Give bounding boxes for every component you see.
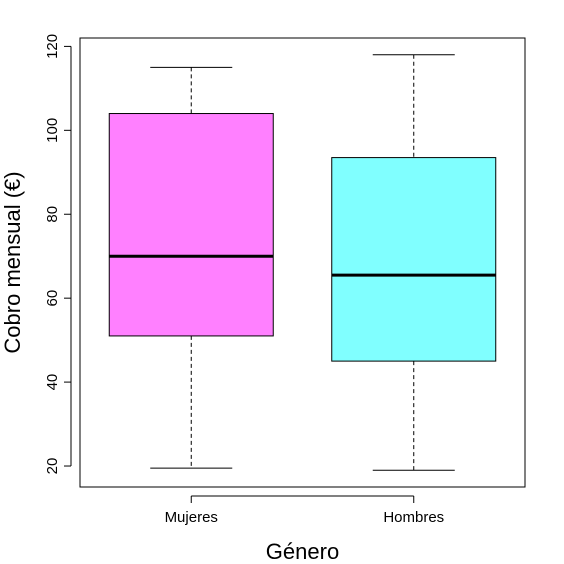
y-tick-label: 80	[44, 206, 61, 223]
x-axis-title: Género	[266, 539, 339, 564]
y-tick-label: 60	[44, 290, 61, 307]
box-mujeres	[108, 66, 274, 469]
iqr-box	[108, 113, 274, 337]
y-axis-title: Cobro mensual (€)	[0, 171, 25, 353]
y-tick-label: 40	[44, 374, 61, 391]
y-tick-label: 20	[44, 458, 61, 475]
x-tick-label-hombres: Hombres	[383, 509, 444, 526]
x-axis: Mujeres Hombres	[165, 495, 444, 526]
y-tick-label: 120	[44, 34, 61, 59]
plot-frame	[79, 37, 526, 488]
box-hombres	[331, 54, 497, 471]
iqr-box	[331, 157, 497, 362]
boxes-layer	[108, 54, 497, 471]
y-tick-label: 100	[44, 118, 61, 143]
x-tick-label-mujeres: Mujeres	[165, 509, 218, 526]
y-axis: 20 40 60 80 100 120	[44, 34, 72, 475]
